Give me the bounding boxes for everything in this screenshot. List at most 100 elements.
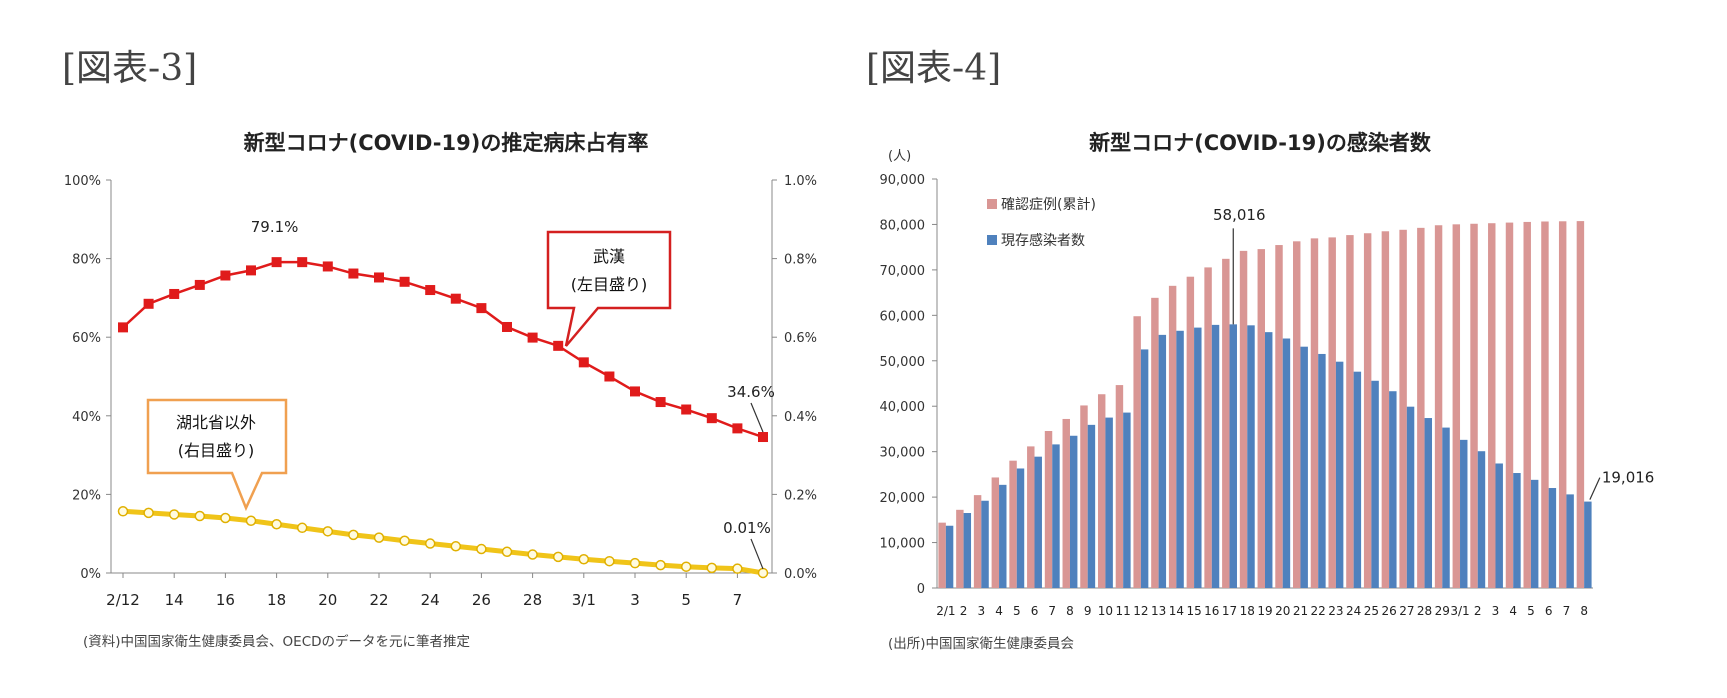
bar-confirmed	[1204, 267, 1212, 588]
bar-confirmed	[1027, 446, 1035, 588]
chart2-xtick: 12	[1133, 604, 1148, 618]
bar-active	[1105, 417, 1113, 588]
bar-confirmed	[1257, 249, 1265, 588]
bar-active	[1158, 334, 1167, 588]
bar-confirmed	[1488, 223, 1496, 588]
bar-active	[1016, 468, 1025, 588]
label-outside-last: 0.01%	[723, 519, 771, 537]
chart2-xtick: 17	[1222, 604, 1237, 618]
chart2-xtick: 24	[1346, 604, 1361, 618]
series-outside-hubei-point	[399, 535, 410, 547]
bar-active	[963, 513, 972, 588]
series-outside-hubei-point	[732, 563, 743, 574]
series-wuhan-point	[399, 276, 410, 287]
series-outside-hubei-point	[373, 532, 385, 543]
chart2-xtick: 13	[1151, 604, 1166, 618]
chart-infections: 新型コロナ(COVID-19)の感染者数 (人) 0 10,000 20,000 30…	[880, 131, 1655, 652]
bar-active	[1140, 349, 1149, 588]
series-outside-hubei-point	[424, 538, 436, 549]
chart2-ytick: 20,000	[880, 491, 926, 506]
bar-confirmed	[1523, 221, 1531, 588]
series-wuhan-point	[450, 293, 461, 304]
chart1-ytick-left: 40%	[72, 410, 101, 425]
chart1-ytick-left: 100%	[64, 174, 101, 189]
series-outside-hubei-point	[117, 506, 129, 517]
chart2-xtick: 8	[1066, 604, 1074, 618]
bar-active	[1282, 338, 1291, 588]
chart2-title: 新型コロナ(COVID-19)の感染者数	[1089, 131, 1432, 155]
bar-confirmed	[1576, 221, 1585, 588]
series-wuhan-point	[246, 265, 256, 276]
label-active-last-leader	[1589, 477, 1601, 500]
chart2-legend: 確認症例(累計) 現存感染者数	[987, 197, 1096, 249]
bar-active	[1566, 494, 1574, 588]
chart2-xtick: 5	[1013, 604, 1021, 618]
bar-confirmed	[1151, 297, 1159, 588]
series-wuhan-point	[348, 268, 359, 279]
chart1-xtick: 22	[369, 591, 388, 609]
chart2-xtick: 25	[1364, 604, 1379, 618]
chart2-ytick: 70,000	[880, 264, 926, 279]
chart2-data-labels: 58,016 19,016	[1213, 206, 1654, 500]
bar-confirmed	[1293, 241, 1301, 588]
bar-confirmed	[1381, 231, 1390, 588]
bar-active	[1300, 346, 1308, 588]
bar-active	[1123, 412, 1131, 588]
callout-outside-hubei-line1: 湖北省以外	[176, 413, 256, 432]
chart2-ytick: 40,000	[880, 400, 926, 415]
bar-active	[1406, 406, 1415, 588]
chart1-xtick: 5	[681, 591, 691, 609]
chart2-xtick: 6	[1031, 604, 1039, 618]
series-wuhan-point	[476, 303, 487, 314]
chart2-ytick: 0	[917, 582, 925, 597]
bar-confirmed	[1558, 221, 1567, 588]
bar-confirmed	[1133, 316, 1141, 588]
bar-confirmed	[1239, 250, 1248, 588]
chart1-ytick-right: 1.0%	[784, 174, 817, 189]
chart1-xtick: 3/1	[572, 591, 596, 609]
chart2-xtick: 21	[1293, 604, 1308, 618]
bar-active	[1389, 391, 1397, 588]
series-outside-hubei-point	[296, 522, 308, 534]
legend-swatch-active	[987, 235, 997, 245]
series-outside-hubei-point	[271, 519, 282, 530]
chart2-xtick: 18	[1240, 604, 1255, 618]
chart2-xtick: 3	[1492, 604, 1500, 618]
label-active-last: 19,016	[1602, 469, 1655, 487]
series-outside-hubei-point	[245, 515, 257, 526]
bar-active	[1424, 418, 1433, 588]
chart1-ytick-right: 0.6%	[784, 331, 817, 346]
chart2-bars	[938, 221, 1592, 589]
chart1-xtick: 2/12	[106, 591, 140, 609]
chart2-xtick: 29	[1435, 604, 1450, 618]
series-wuhan-point	[655, 397, 666, 408]
legend-swatch-confirmed	[987, 199, 997, 209]
chart1-title: 新型コロナ(COVID-19)の推定病床占有率	[244, 131, 649, 155]
series-wuhan-point	[630, 386, 640, 397]
label-wuhan-last-leader	[750, 402, 764, 433]
series-wuhan-point	[758, 432, 768, 443]
chart2-xtick: 7	[1563, 604, 1571, 618]
series-wuhan-point	[118, 322, 128, 333]
series-outside-hubei-point	[604, 555, 615, 567]
bar-confirmed	[991, 477, 1000, 588]
legend-label-active: 現存感染者数	[1001, 232, 1085, 249]
bar-active	[999, 484, 1007, 588]
series-wuhan-point	[322, 261, 333, 272]
chart1-data-labels: 79.1% 34.6% 0.01%	[251, 218, 775, 570]
chart1-xtick: 18	[267, 591, 286, 609]
callout-outside-hubei: 湖北省以外 (右目盛り)	[146, 398, 288, 512]
callout-wuhan-line2: (左目盛り)	[571, 275, 648, 294]
series-outside-hubei-point	[527, 549, 538, 560]
series-wuhan-point	[194, 279, 205, 290]
series-outside-hubei-point	[655, 559, 666, 571]
bar-active	[1069, 435, 1078, 588]
series-wuhan-point	[604, 371, 615, 382]
chart2-xtick: 16	[1204, 604, 1219, 618]
chart2-xtick: 26	[1381, 604, 1396, 618]
label-active-peak: 58,016	[1213, 206, 1266, 224]
bar-active	[1353, 371, 1362, 588]
chart2-ytick: 60,000	[880, 309, 926, 324]
chart2-xtick: 22	[1311, 604, 1326, 618]
legend-label-confirmed: 確認症例(累計)	[1001, 197, 1096, 213]
